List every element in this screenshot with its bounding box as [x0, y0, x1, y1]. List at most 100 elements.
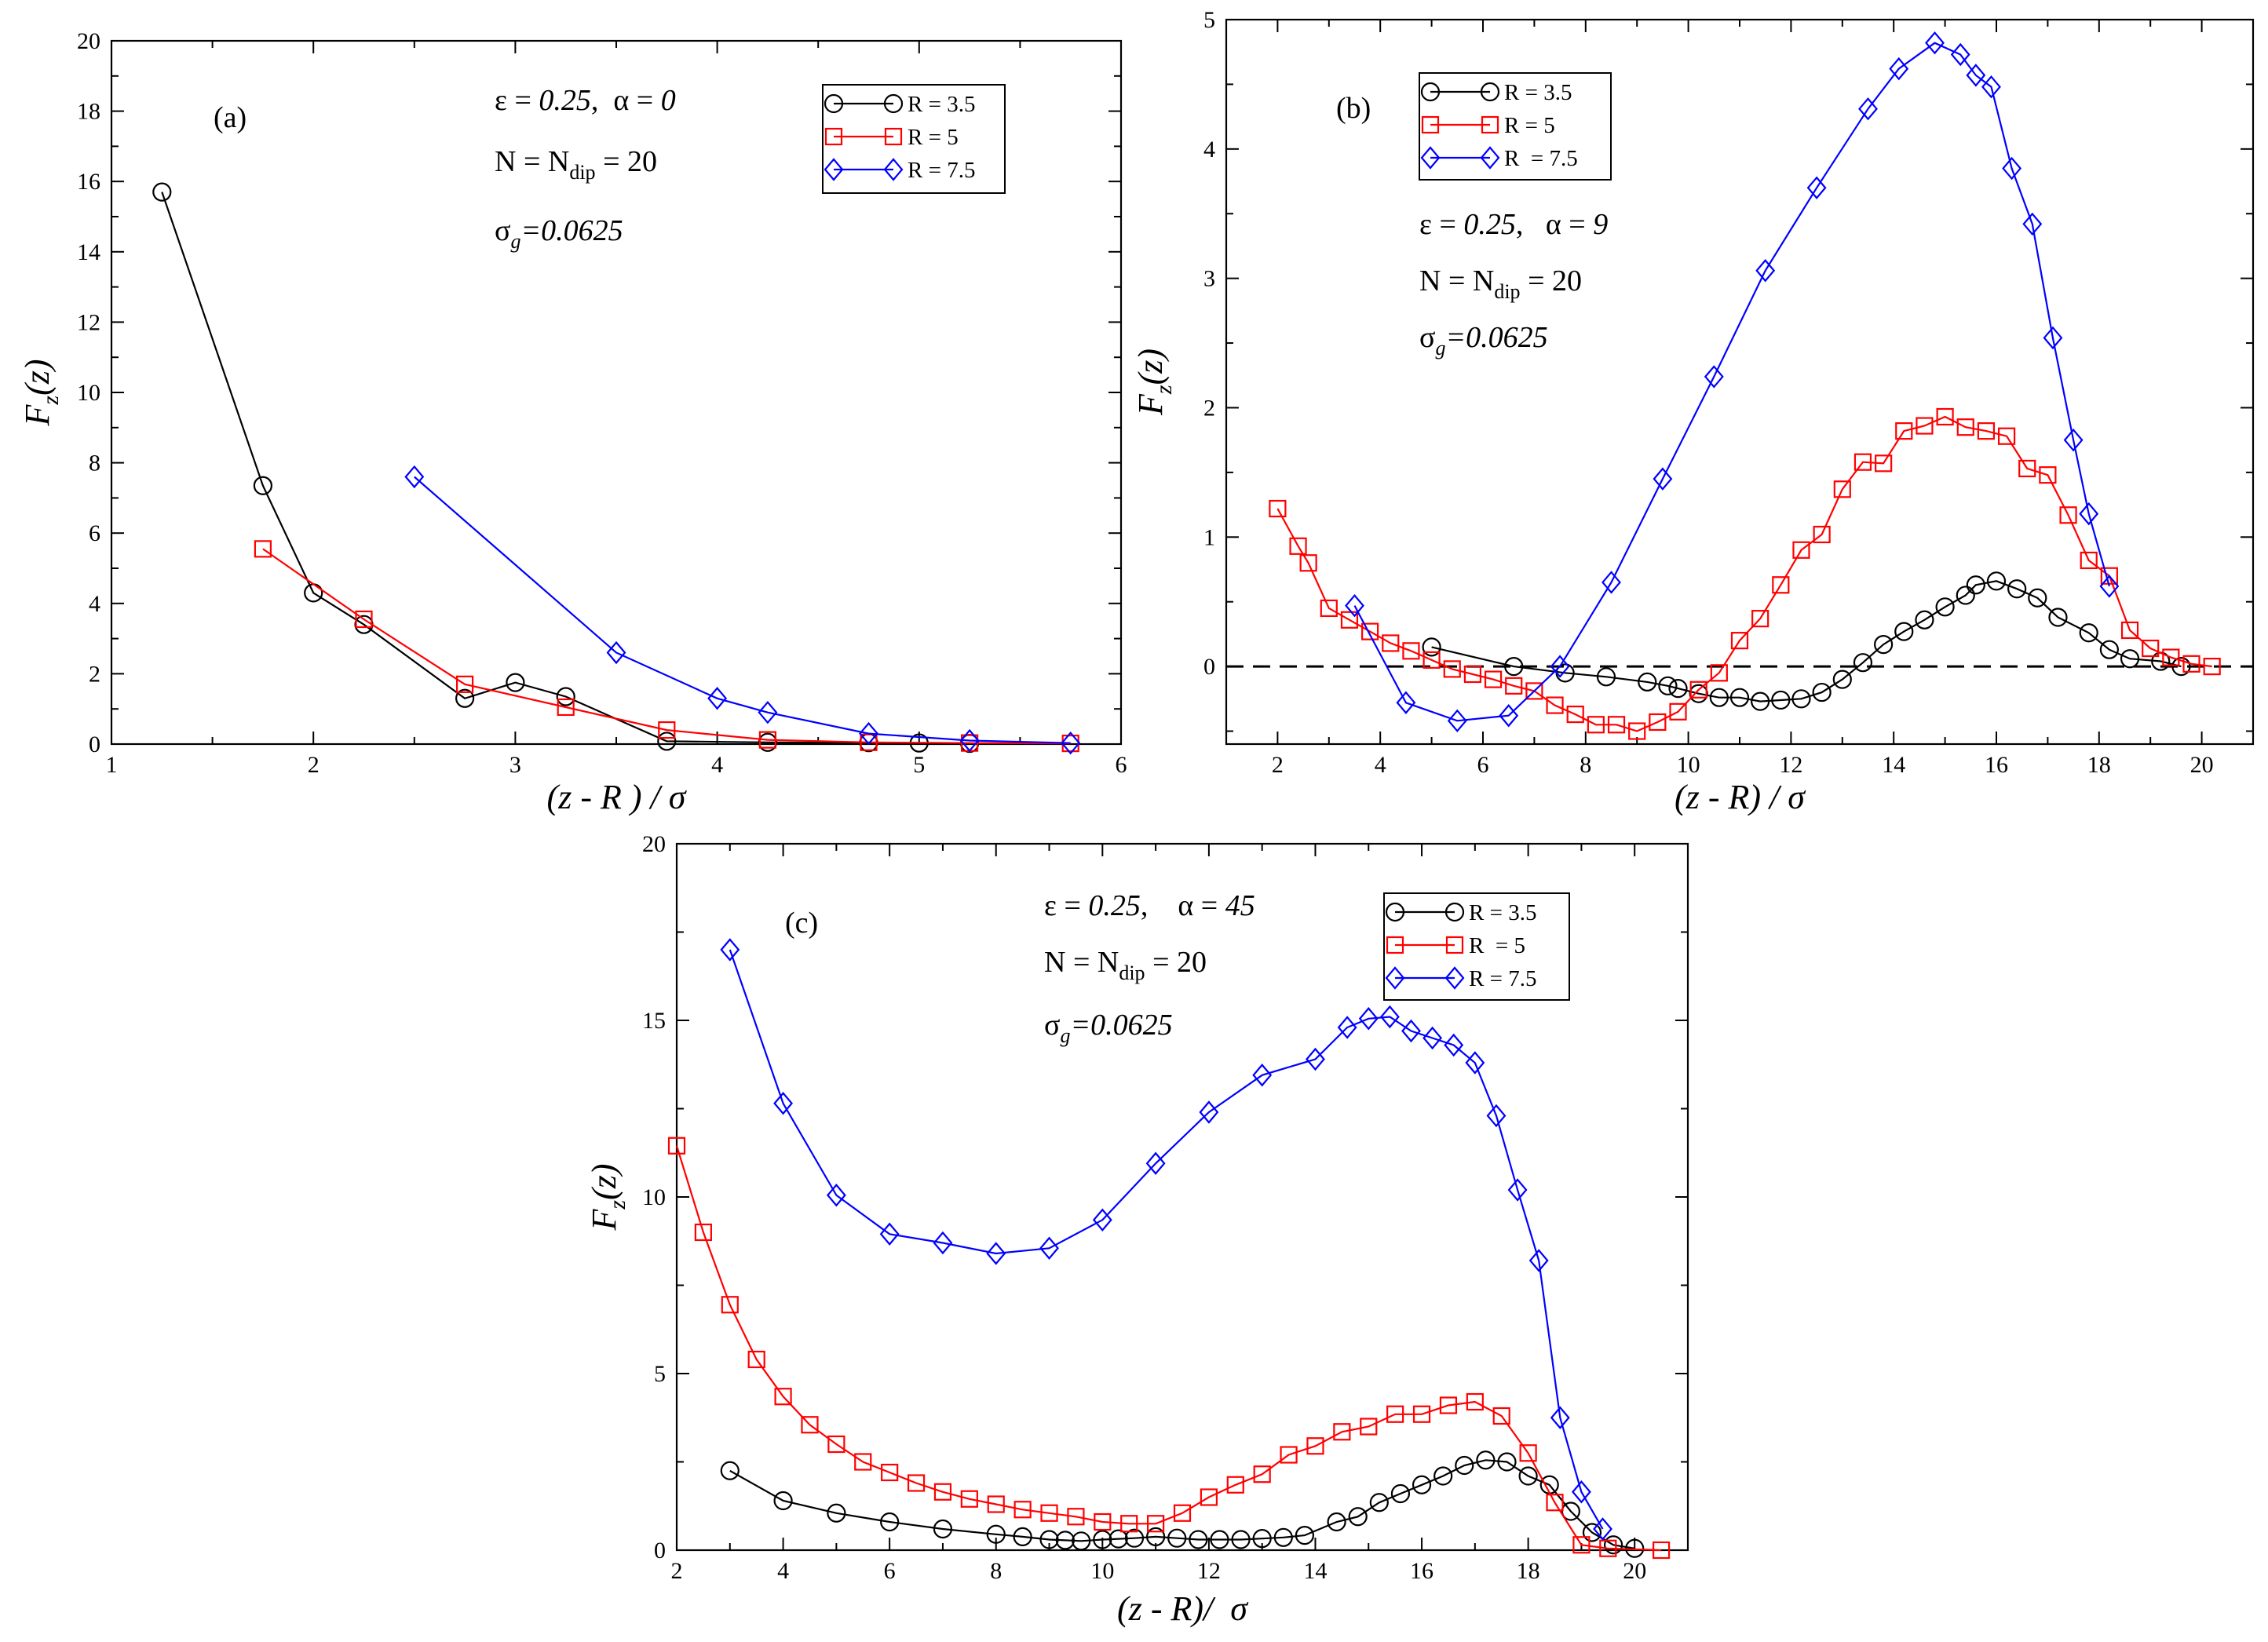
data-point [1390, 1483, 1411, 1504]
y-tick-label: 4 [1203, 137, 1215, 162]
series-0 [720, 1450, 1645, 1558]
x-tick-label: 4 [711, 752, 723, 778]
data-point [2120, 621, 2139, 640]
data-point [1067, 1508, 1085, 1526]
legend-marker [1420, 146, 1441, 170]
series-line [729, 949, 1604, 1530]
data-point [747, 1350, 765, 1369]
data-point [1492, 1407, 1510, 1425]
data-point [1147, 1515, 1165, 1533]
data-point [1306, 1437, 1324, 1455]
data-point [1061, 731, 1081, 755]
data-point [860, 733, 878, 751]
panel-tag: (b) [1336, 92, 1371, 125]
data-point [1443, 660, 1461, 678]
data-point [1320, 599, 1338, 618]
legend-label: R = 5 [1504, 113, 1555, 138]
y-tick-label: 15 [642, 1008, 666, 1034]
legend-marker [883, 93, 904, 114]
data-point [1518, 1466, 1538, 1486]
data-point [1360, 1418, 1378, 1436]
data-point [1572, 1536, 1591, 1554]
data-point [1361, 622, 1379, 640]
x-tick-label: 18 [2087, 752, 2111, 778]
legend-marker [1420, 82, 1441, 102]
data-point [1369, 1493, 1389, 1512]
x-tick-label: 2 [308, 752, 320, 778]
data-point [827, 1435, 845, 1454]
data-point [2079, 502, 2099, 526]
data-point [881, 1463, 899, 1482]
data-point [859, 721, 878, 746]
data-point [2099, 640, 2119, 659]
data-point [2043, 326, 2063, 350]
data-point [1936, 407, 1954, 426]
legend-marker [1480, 82, 1500, 102]
y-axis-label: Fz(z) [585, 1163, 630, 1231]
data-point [1146, 1527, 1166, 1547]
data-point [1935, 597, 1955, 617]
data-point [1386, 1405, 1404, 1423]
data-point [1072, 1531, 1091, 1551]
data-point [1306, 1047, 1325, 1071]
data-point [1956, 586, 1975, 605]
data-point [1231, 1530, 1251, 1549]
legend-label: R = 7.5 [908, 158, 975, 183]
annotation-0: ε = 0.25, α = 9 [1419, 208, 1608, 241]
data-point [827, 1503, 846, 1523]
data-point [1396, 691, 1416, 714]
legend-marker [1386, 936, 1404, 954]
annotation-2: σg=0.0625 [1044, 1009, 1173, 1047]
x-tick-label: 1 [106, 752, 118, 778]
y-axis-label: Fz(z) [1131, 348, 1177, 416]
y-tick-label: 5 [1203, 7, 1215, 33]
data-point [1981, 75, 2001, 99]
data-point [1504, 657, 1524, 677]
data-point [254, 540, 272, 558]
data-point [1486, 1104, 1507, 1128]
x-tick-label: 10 [1677, 752, 1700, 778]
data-point [720, 938, 740, 961]
series-1 [1269, 407, 2221, 740]
data-point [1519, 1444, 1537, 1462]
data-point [1832, 670, 1852, 689]
data-point [2039, 466, 2057, 484]
data-point [1546, 1494, 1564, 1512]
data-point [1791, 689, 1811, 709]
data-point [1986, 571, 2007, 591]
data-point [879, 1222, 900, 1246]
data-point [774, 1388, 792, 1406]
data-point [1771, 690, 1791, 710]
y-tick-label: 20 [642, 831, 666, 857]
y-tick-label: 6 [89, 520, 100, 546]
data-point [1210, 1530, 1229, 1549]
data-point [1689, 681, 1707, 699]
data-point [801, 1416, 819, 1434]
data-point [557, 698, 575, 717]
y-tick-label: 16 [77, 169, 100, 195]
series-2 [404, 465, 1081, 755]
data-point [1348, 1507, 1368, 1527]
data-point [1603, 1535, 1623, 1555]
data-point [667, 1137, 686, 1155]
legend-marker [884, 127, 903, 146]
data-point [1772, 576, 1790, 594]
legend-marker [1385, 902, 1405, 922]
data-point [1466, 1392, 1484, 1411]
data-point [404, 465, 425, 489]
data-point [1628, 722, 1646, 740]
legend-marker [824, 127, 843, 146]
annotation-0: ε = 0.25, α = 45 [1044, 889, 1255, 922]
legend-label: R = 3.5 [1504, 80, 1572, 105]
series-line [1276, 415, 2212, 732]
x-axis-label: (z - R)/ σ [1117, 1589, 1249, 1628]
x-tick-label: 16 [1985, 752, 2008, 778]
data-point [1916, 417, 1934, 435]
data-point [1858, 97, 1878, 121]
legend-label: R = 7.5 [1469, 966, 1536, 991]
series-1 [667, 1137, 1671, 1560]
data-point [1382, 634, 1400, 652]
y-tick-label: 0 [1203, 654, 1215, 680]
data-point [933, 1519, 953, 1539]
